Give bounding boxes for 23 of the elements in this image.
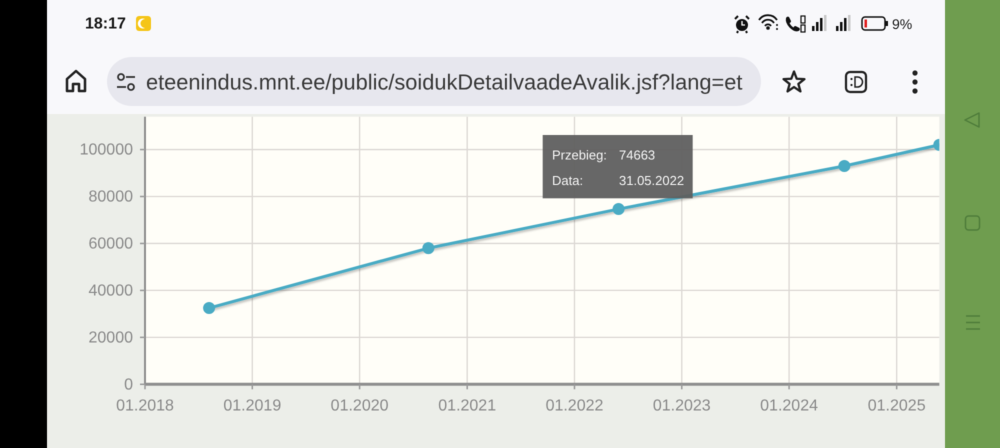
annotation: Przebieg: 74663 <box>552 146 656 162</box>
y-tick-label: 60000 <box>88 236 134 253</box>
text: 9% <box>892 16 912 32</box>
point <box>838 160 850 172</box>
point <box>203 302 216 314</box>
y-tick-label: 80000 <box>88 188 134 206</box>
x-tick-label: 01.2022 <box>546 398 604 415</box>
y-tick-label: 0 <box>124 376 134 394</box>
x-tick-label: 01.2019 <box>223 398 282 415</box>
text: Data: 31.05.2022 <box>552 172 684 188</box>
x-tick-label: 01.2020 <box>330 398 389 415</box>
y-tick-label: 100000 <box>80 142 134 159</box>
y-tick-label: 40000 <box>88 282 134 300</box>
x-tick-label: 01.2024 <box>760 398 818 415</box>
x-tick-label: 01.2021 <box>438 398 496 415</box>
x-tick-label: 01.2023 <box>652 398 711 415</box>
point <box>612 203 625 216</box>
text: eteenindus.mnt.ee/public/soidukDetailvaadeAvalik.jsf?lang=et <box>146 70 742 94</box>
text: 18:17 <box>85 16 126 32</box>
x-tick-label: 01.2025 <box>868 398 926 415</box>
x-tick-label: 01.2018 <box>116 398 174 415</box>
y-tick-label: 20000 <box>88 329 134 346</box>
point <box>422 242 434 254</box>
